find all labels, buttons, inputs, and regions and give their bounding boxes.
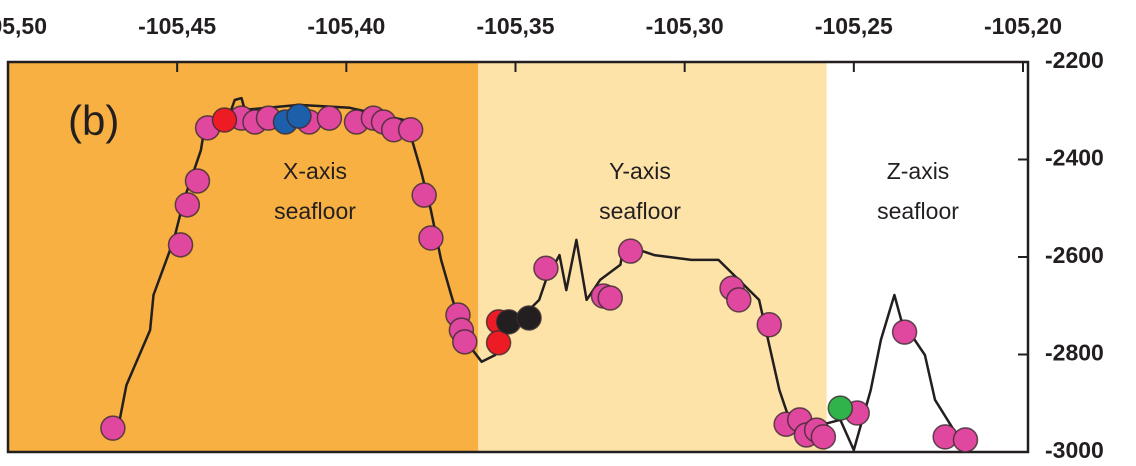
region-label: Z-axis (887, 158, 950, 184)
panel-label: (b) (68, 97, 119, 144)
sample-point (167, 232, 194, 258)
sample-point (100, 415, 126, 441)
sample-point (485, 330, 512, 356)
x-tick-label: -105,40 (307, 13, 385, 39)
sample-point (286, 103, 312, 129)
sample-point (827, 395, 854, 421)
x-tick-label: -105,45 (138, 13, 216, 39)
region-label: seafloor (877, 198, 959, 224)
sample-point (316, 105, 343, 131)
region-label: X-axis (283, 158, 347, 184)
x-tick-label: -105,50 (0, 13, 47, 39)
region (478, 62, 827, 452)
sample-point (952, 427, 979, 453)
y-tick-label: -3000 (1045, 437, 1104, 463)
y-tick-label: -2200 (1045, 47, 1104, 73)
y-tick-label: -2400 (1045, 145, 1104, 171)
sample-point (597, 285, 623, 311)
y-tick-label: -2600 (1045, 242, 1104, 268)
sample-point (726, 287, 752, 313)
sample-point (533, 255, 559, 281)
region (826, 62, 1023, 452)
sample-point (617, 238, 644, 264)
sample-point (452, 329, 478, 355)
region-label: Y-axis (609, 158, 671, 184)
region-label: seafloor (274, 198, 356, 224)
sample-point (174, 192, 201, 218)
sample-point (211, 107, 238, 133)
x-tick-label: -105,35 (476, 13, 554, 39)
sample-point (516, 305, 542, 331)
sample-point (756, 312, 782, 338)
x-tick-label: -105,25 (815, 13, 893, 39)
x-tick-label: -105,30 (646, 13, 724, 39)
x-tick-label: -105,20 (984, 13, 1062, 39)
sample-point (418, 225, 444, 251)
sample-point (184, 168, 211, 194)
sample-point (397, 117, 424, 143)
sample-point (810, 424, 837, 450)
sample-point (891, 319, 918, 345)
region-label: seafloor (599, 198, 681, 224)
sample-point (411, 182, 437, 208)
y-tick-label: -2800 (1045, 340, 1104, 366)
